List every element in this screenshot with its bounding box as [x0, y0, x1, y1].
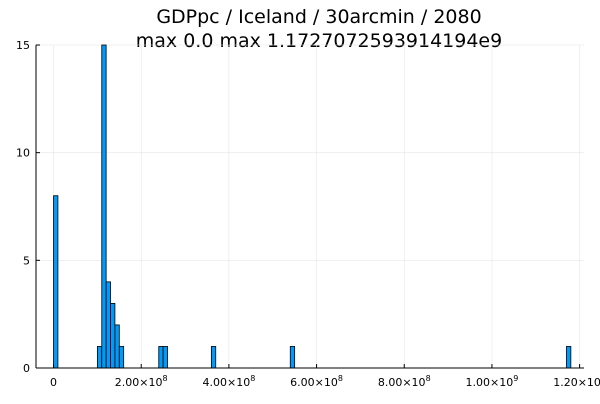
x-tick-label: 1.00×109: [466, 374, 519, 389]
y-axis-ticks: 0 5 10 15: [16, 39, 40, 375]
y-tick-label: 0: [23, 362, 30, 375]
histogram-bar: [110, 302, 116, 369]
histogram-bar: [96, 346, 103, 369]
x-tick-label: 4.00×108: [202, 374, 255, 389]
y-tick-label: 15: [16, 39, 30, 52]
x-tick-label: 0: [50, 376, 57, 389]
histogram-bar: [114, 324, 120, 369]
axes: [35, 45, 584, 369]
y-tick-label: 5: [23, 254, 30, 267]
x-axis-ticks: 0 2.00×108 4.00×108 6.00×108 8.00×108 1.00×10…: [50, 364, 600, 389]
chart-subtitle: max 0.0 max 1.1727072593914194e9: [136, 30, 502, 52]
histogram-bar: [566, 346, 572, 369]
grid-lines: [36, 44, 584, 369]
x-tick-label: 1.20×109: [553, 374, 600, 389]
histogram-bar: [105, 281, 111, 369]
histogram-bar: [289, 346, 296, 369]
histogram-bar: [101, 44, 107, 369]
histogram-bar: [118, 346, 125, 369]
x-tick-label: 8.00×108: [378, 374, 431, 389]
histogram-bar: [162, 346, 168, 369]
histogram-bar: [158, 346, 164, 369]
y-tick-label: 10: [16, 147, 30, 160]
chart-title: GDPpc / Iceland / 30arcmin / 2080: [156, 6, 481, 28]
x-tick-label: 6.00×108: [290, 374, 343, 389]
histogram-bar: [210, 346, 217, 369]
x-tick-label: 2.00×108: [115, 374, 168, 389]
histogram-bar: [53, 195, 59, 369]
